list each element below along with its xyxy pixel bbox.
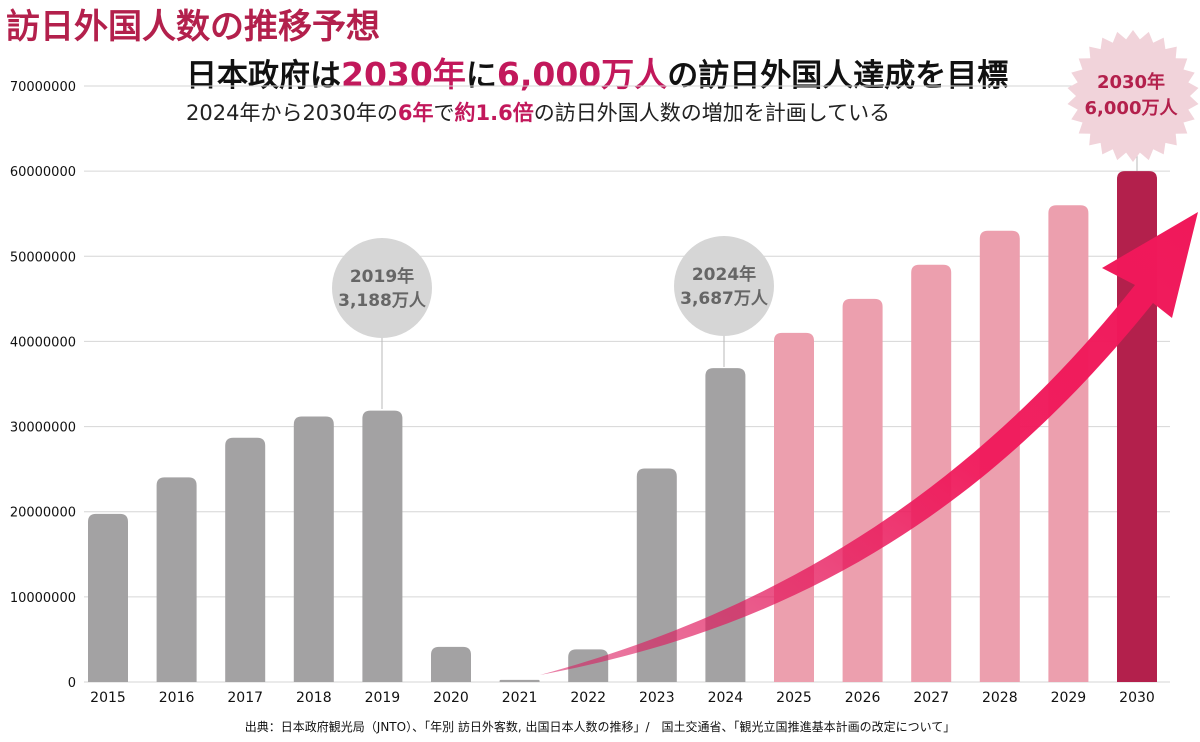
x-tick-label: 2017 xyxy=(227,690,263,706)
bar-2027 xyxy=(911,264,952,682)
page-title: 訪日外国人数の推移予想 xyxy=(6,7,380,47)
bar-2018 xyxy=(293,416,334,682)
callout-2024-value: 3,687万人 xyxy=(680,289,769,309)
x-tick-label: 2016 xyxy=(159,690,195,706)
y-tick-label: 30000000 xyxy=(10,421,76,436)
x-tick-label: 2026 xyxy=(845,690,881,706)
subheadline-part3: の訪日外国人数の増加を計画している xyxy=(534,101,890,125)
y-tick-label: 20000000 xyxy=(10,506,76,521)
growth-arrow xyxy=(540,212,1198,675)
x-axis-ticks: 2015 2016 2017 2018 2019 2020 2021 2022 2023 2024… xyxy=(90,690,1155,706)
x-tick-label: 2024 xyxy=(708,690,744,706)
x-tick-label: 2023 xyxy=(639,690,675,706)
bar-2026 xyxy=(842,298,883,682)
x-tick-label: 2028 xyxy=(982,690,1018,706)
headline-part2: に xyxy=(466,58,497,94)
bar-2021 xyxy=(499,679,540,682)
callout-2024-year: 2024年 xyxy=(692,264,756,285)
headline-part1: 日本政府は xyxy=(186,58,341,94)
x-tick-label: 2030 xyxy=(1119,690,1155,706)
y-tick-label: 50000000 xyxy=(10,250,76,265)
y-tick-label: 40000000 xyxy=(10,335,76,350)
callout-2019-circle xyxy=(332,238,432,338)
burst-value: 6,000万人 xyxy=(1085,98,1179,119)
x-tick-label: 2020 xyxy=(433,690,469,706)
y-tick-label: 0 xyxy=(68,676,76,691)
subheadline-part2: で xyxy=(434,101,455,125)
headline: 日本政府は2030年に6,000万人の訪日外国人達成を目標 xyxy=(186,55,1008,94)
bar-2015 xyxy=(88,513,128,682)
x-tick-label: 2018 xyxy=(296,690,332,706)
bar-2022 xyxy=(568,649,609,682)
y-tick-label: 60000000 xyxy=(10,165,76,180)
burst-shape xyxy=(1067,30,1199,162)
bar-2017 xyxy=(225,437,266,682)
callout-2019-value: 3,188万人 xyxy=(338,291,427,311)
target-burst: 2030年 6,000万人 xyxy=(1067,30,1199,171)
x-tick-label: 2022 xyxy=(570,690,606,706)
callout-2019-year: 2019年 xyxy=(350,266,414,287)
x-tick-label: 2025 xyxy=(776,690,812,706)
bar-2025 xyxy=(774,332,814,682)
y-tick-label: 10000000 xyxy=(10,591,76,606)
bars xyxy=(88,171,1157,682)
x-tick-label: 2029 xyxy=(1051,690,1087,706)
bar-2019 xyxy=(362,410,403,682)
callout-2024-circle xyxy=(674,236,774,336)
y-tick-label: 70000000 xyxy=(10,80,76,95)
subheadline: 2024年から2030年の6年で約1.6倍の訪日外国人数の増加を計画している xyxy=(186,101,890,125)
x-tick-label: 2021 xyxy=(502,690,538,706)
bar-2023 xyxy=(636,468,677,682)
headline-highlight-year: 2030年 xyxy=(341,55,466,94)
bar-2029 xyxy=(1048,205,1089,682)
source-note: 出典：日本政府観光局（JNTO）、「年別 訪日外客数, 出国日本人数の推移」/ … xyxy=(245,719,955,734)
x-tick-label: 2019 xyxy=(365,690,401,706)
subheadline-part1: 2024年から2030年の xyxy=(186,101,398,125)
bar-2016 xyxy=(156,477,197,682)
callout-2019: 2019年 3,188万人 xyxy=(332,238,432,409)
headline-highlight-count: 6,000万人 xyxy=(497,55,667,94)
bar-2020 xyxy=(431,646,471,682)
x-tick-label: 2015 xyxy=(90,690,126,706)
subheadline-highlight-years: 6年 xyxy=(398,101,434,125)
y-axis-ticks: 0 10000000 20000000 30000000 40000000 5000000… xyxy=(10,80,76,691)
x-tick-label: 2027 xyxy=(913,690,949,706)
bar-2024 xyxy=(705,368,746,682)
headline-part3: の訪日外国人達成を目標 xyxy=(667,58,1008,94)
burst-year: 2030年 xyxy=(1097,71,1165,93)
subheadline-highlight-ratio: 約1.6倍 xyxy=(455,101,534,125)
callout-2024: 2024年 3,687万人 xyxy=(674,236,774,367)
